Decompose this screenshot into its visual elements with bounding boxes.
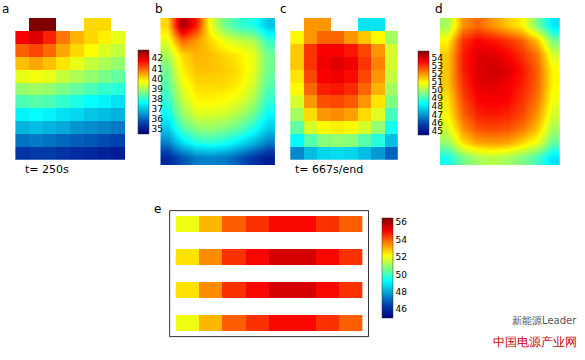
svg-text:45: 45 [432,126,443,136]
svg-text:36: 36 [152,114,164,124]
svg-text:b: b [155,2,163,16]
svg-text:e: e [154,202,161,216]
svg-text:t= 667s/end: t= 667s/end [295,163,363,176]
svg-text:40: 40 [152,74,164,84]
svg-text:48: 48 [432,101,444,111]
svg-text:56: 56 [396,217,408,227]
svg-text:39: 39 [152,84,164,94]
svg-text:53: 53 [432,61,443,71]
svg-text:t= 250s: t= 250s [25,163,69,176]
svg-text:50: 50 [396,270,408,280]
svg-text:d: d [435,2,443,16]
svg-text:c: c [280,2,287,16]
svg-text:54: 54 [396,235,408,245]
svg-text:46: 46 [432,118,444,128]
svg-text:48: 48 [396,287,408,297]
svg-text:42: 42 [152,53,163,63]
svg-text:47: 47 [432,110,443,120]
svg-text:35: 35 [152,124,163,134]
svg-text:54: 54 [432,53,444,63]
svg-text:38: 38 [152,94,164,104]
svg-text:a: a [2,2,9,16]
svg-text:51: 51 [432,77,443,87]
svg-text:新能源Leader: 新能源Leader [512,315,577,326]
svg-text:52: 52 [432,69,443,79]
svg-text:52: 52 [396,252,407,262]
svg-text:37: 37 [152,104,163,114]
svg-text:49: 49 [432,93,444,103]
svg-text:41: 41 [152,64,163,74]
svg-text:中国电源产业网: 中国电源产业网 [493,335,577,349]
svg-text:50: 50 [432,85,444,95]
svg-text:46: 46 [396,304,408,314]
